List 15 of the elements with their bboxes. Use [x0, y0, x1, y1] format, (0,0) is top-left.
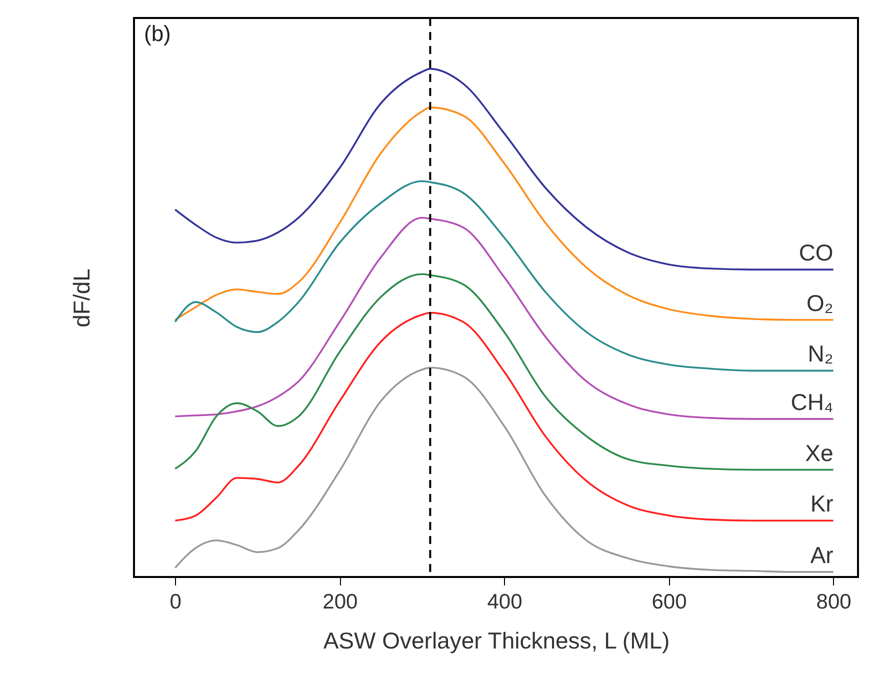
series-label: N₂ [808, 340, 834, 367]
x-tick-label: 800 [816, 590, 852, 614]
series-label: Kr [810, 490, 834, 517]
series-label: CO [798, 240, 834, 266]
x-axis-title: ASW Overlayer Thickness, L (ML) [323, 628, 670, 654]
y-axis-title: dF/dL [68, 268, 94, 328]
x-tick-label: 200 [322, 590, 358, 614]
x-tick-label: 400 [487, 590, 522, 614]
series-label: CH₄ [790, 388, 834, 415]
series-label: Xe [805, 440, 834, 466]
series-label: O₂ [806, 290, 834, 316]
text: (b) [144, 21, 171, 46]
x-tick-label: 600 [652, 590, 687, 614]
series-label: Ar [810, 542, 834, 568]
x-tick-label: 0 [170, 590, 182, 614]
